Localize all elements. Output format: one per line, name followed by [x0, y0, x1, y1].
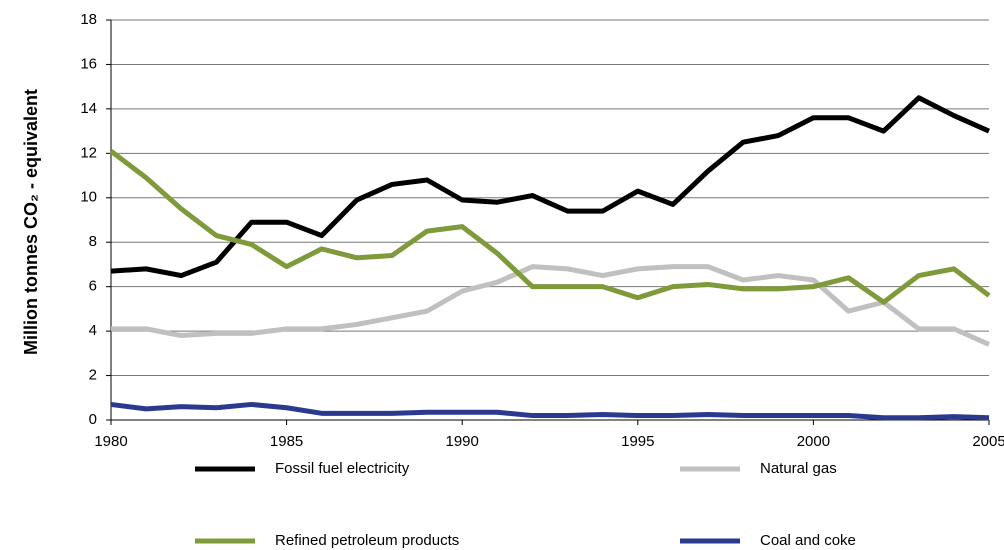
legend-label: Refined petroleum products	[275, 532, 459, 549]
y-tick-label: 14	[80, 100, 97, 117]
series-line	[111, 264, 991, 347]
y-tick-label: 12	[80, 144, 97, 161]
x-tick-label: 1980	[94, 433, 127, 450]
x-tick-label: 1995	[621, 433, 654, 450]
x-tick-label: 1990	[446, 433, 479, 450]
series-line	[109, 149, 991, 305]
x-tick-label: 2005	[972, 433, 1004, 450]
y-tick-label: 4	[89, 322, 97, 339]
y-tick-label: 10	[80, 189, 97, 206]
legend-label: Fossil fuel electricity	[275, 460, 410, 477]
y-axis-title: Million tonnes CO₂ - equivalent	[21, 89, 41, 355]
y-tick-label: 0	[89, 411, 97, 428]
y-tick-label: 2	[89, 367, 97, 384]
y-tick-label: 8	[89, 233, 97, 250]
y-tick-label: 18	[80, 11, 97, 28]
legend-label: Natural gas	[760, 460, 837, 477]
series-line	[110, 95, 991, 279]
x-tick-label: 1985	[270, 433, 303, 450]
series-line	[110, 401, 990, 421]
legend-label: Coal and coke	[760, 532, 856, 549]
y-tick-label: 6	[89, 278, 97, 295]
y-tick-label: 16	[80, 55, 97, 72]
x-tick-label: 2000	[797, 433, 830, 450]
